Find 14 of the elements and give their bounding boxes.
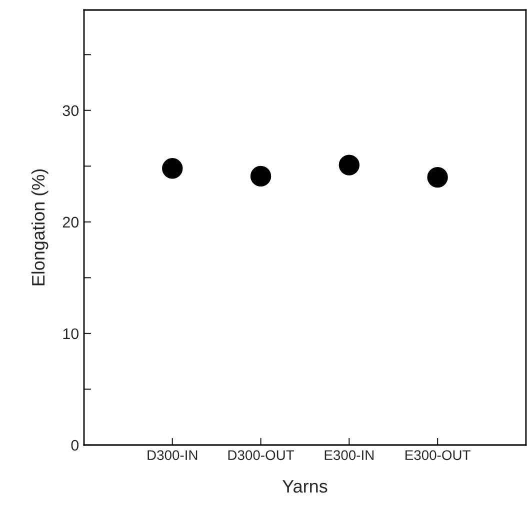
point (338, 154, 360, 176)
point (250, 166, 272, 187)
point (162, 158, 183, 179)
x-tick-label: E300-IN (324, 450, 374, 460)
x-tick-label: D300-OUT (228, 450, 294, 460)
x-axis-title: Yarns (282, 480, 328, 493)
x-tick-label: D300-IN (148, 450, 198, 460)
y-axis-title: Elongation (%) (31, 169, 48, 286)
x-tick-label: E300-OUT (406, 450, 470, 460)
y-tick-label: 0 (71, 440, 79, 451)
y-tick-label: 10 (63, 328, 79, 340)
y-tick-label: 30 (62, 105, 79, 116)
point (427, 166, 448, 188)
y-tick-label: 20 (62, 216, 79, 228)
